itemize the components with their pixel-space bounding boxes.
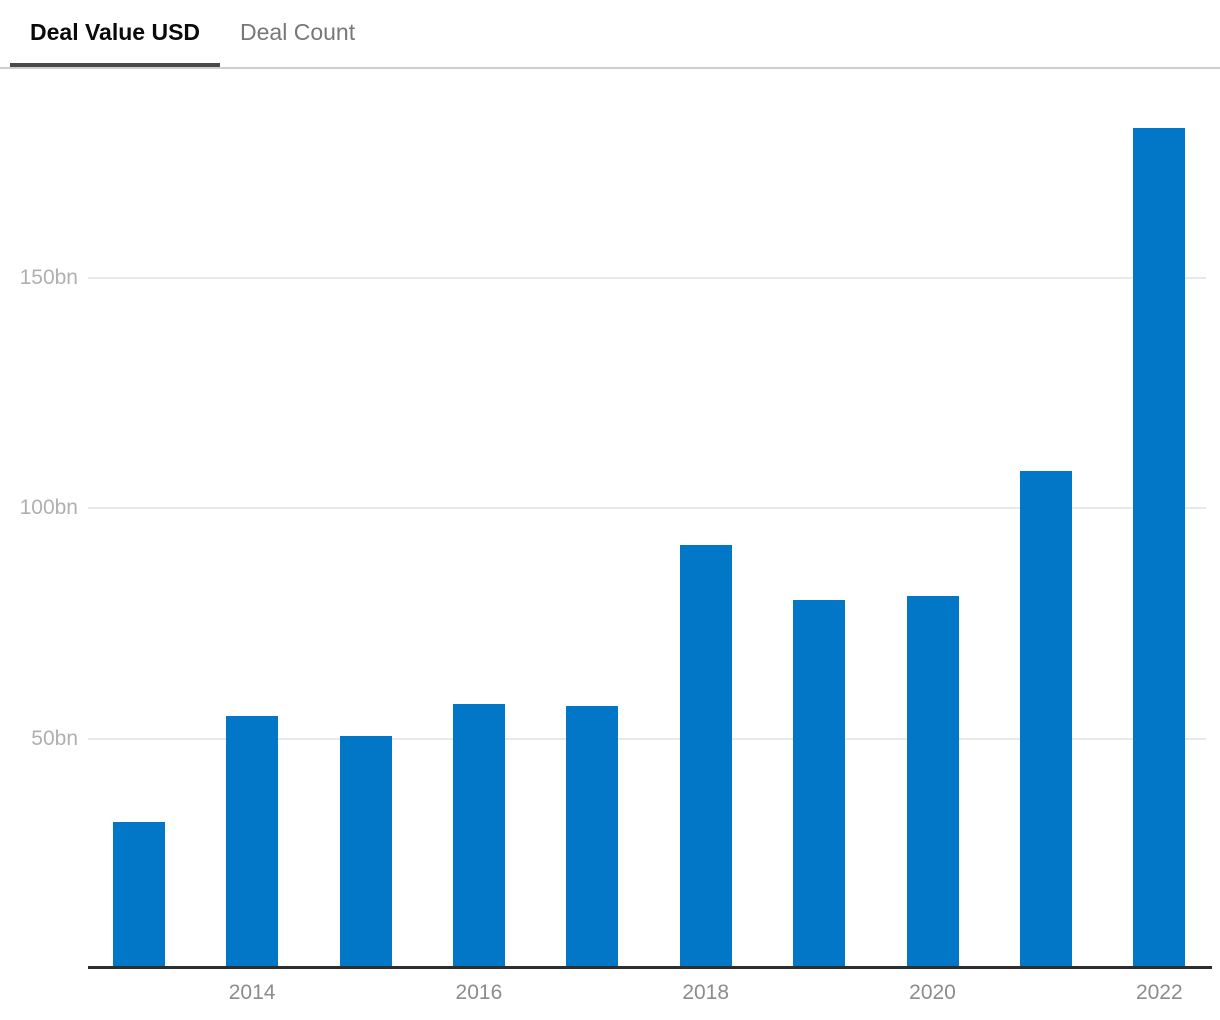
bar-2020[interactable]: [906, 595, 959, 969]
tabs-bar: Deal Value USD Deal Count: [0, 0, 1220, 69]
bar-2013[interactable]: [112, 821, 165, 969]
x-axis-line: [88, 966, 1212, 969]
tab-deal-count[interactable]: Deal Count: [240, 19, 356, 45]
y-axis-label: 50bn: [31, 726, 78, 750]
gridline-100bn: [88, 507, 1206, 510]
bar-chart: 50bn 100bn 150bn 2014 2016 2018 2020 2022: [0, 69, 1220, 1018]
x-axis-label: 2014: [228, 981, 276, 1004]
y-axis-label: 150bn: [19, 265, 78, 289]
bar-2019[interactable]: [793, 600, 846, 969]
bar-2016[interactable]: [452, 704, 505, 969]
bar-2017[interactable]: [566, 706, 619, 969]
x-axis-label: 2020: [909, 981, 956, 1004]
bar-2018[interactable]: [679, 545, 732, 969]
x-axis-label: 2018: [682, 981, 730, 1004]
bar-2021[interactable]: [1019, 471, 1072, 969]
gridline-50bn: [88, 737, 1206, 740]
bar-2022[interactable]: [1133, 128, 1186, 969]
plot-area: 50bn 100bn 150bn: [0, 89, 1220, 969]
x-axis-label: 2022: [1135, 981, 1183, 1004]
x-axis-label: 2016: [455, 981, 503, 1004]
gridline-150bn: [88, 276, 1206, 279]
bar-2014[interactable]: [226, 715, 279, 969]
bar-2015[interactable]: [339, 736, 392, 969]
y-axis-label: 100bn: [19, 496, 78, 520]
tab-deal-value-usd[interactable]: Deal Value USD: [10, 0, 221, 67]
